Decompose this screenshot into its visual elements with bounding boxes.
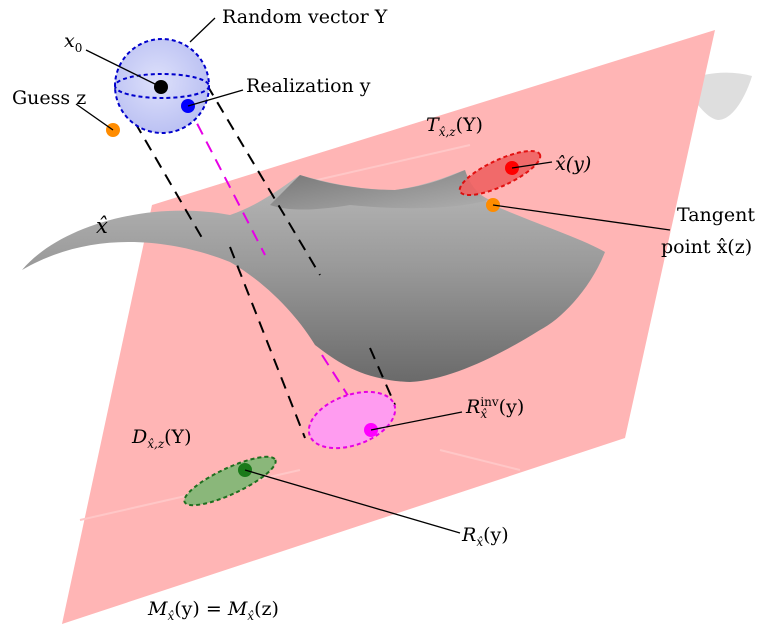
label-random-vector: Random vector Y bbox=[222, 6, 388, 28]
leader-x-hat-y bbox=[511, 161, 553, 169]
projection-line bbox=[369, 347, 396, 406]
label-tangent-point-line1: Tangent bbox=[677, 204, 756, 226]
label-r-hat-y: Rx̂(y) bbox=[462, 524, 509, 549]
projection-line-magenta bbox=[321, 354, 371, 431]
manifold-ridge bbox=[270, 170, 490, 210]
leader-random-vector bbox=[189, 17, 216, 43]
label-manifold-equation: Mx̂(y) = Mx̂(z) bbox=[148, 598, 279, 623]
ellipse-d-set bbox=[183, 455, 277, 507]
label-tangent-set: Tx̂,z(Y) bbox=[426, 114, 483, 139]
ellipse-tangent-set bbox=[458, 149, 542, 197]
label-guess: Guess z bbox=[12, 87, 87, 109]
leader-guess bbox=[75, 103, 114, 131]
plane-seam bbox=[294, 144, 471, 186]
leader-tangent-point bbox=[492, 204, 671, 231]
manifold-surface bbox=[22, 170, 605, 382]
leader-r-hat bbox=[244, 469, 461, 534]
label-tangent-point-line2: point x̂(z) bbox=[661, 236, 753, 258]
label-x0: x0 bbox=[64, 30, 83, 55]
leader-realization bbox=[187, 89, 244, 107]
label-x-hat-y: x̂(y) bbox=[555, 153, 592, 175]
label-realization: Realization y bbox=[246, 75, 371, 97]
label-x-hat: x̂ bbox=[96, 214, 108, 238]
sphere-equator bbox=[114, 73, 210, 99]
leader-r-inv bbox=[370, 411, 463, 431]
leader-x0 bbox=[85, 49, 162, 88]
projection-line-magenta bbox=[187, 105, 266, 256]
label-d-set: Dx̂,z(Y) bbox=[132, 426, 192, 451]
plane-seam bbox=[439, 449, 521, 471]
projection-line bbox=[206, 84, 321, 276]
projection-line bbox=[229, 246, 306, 439]
